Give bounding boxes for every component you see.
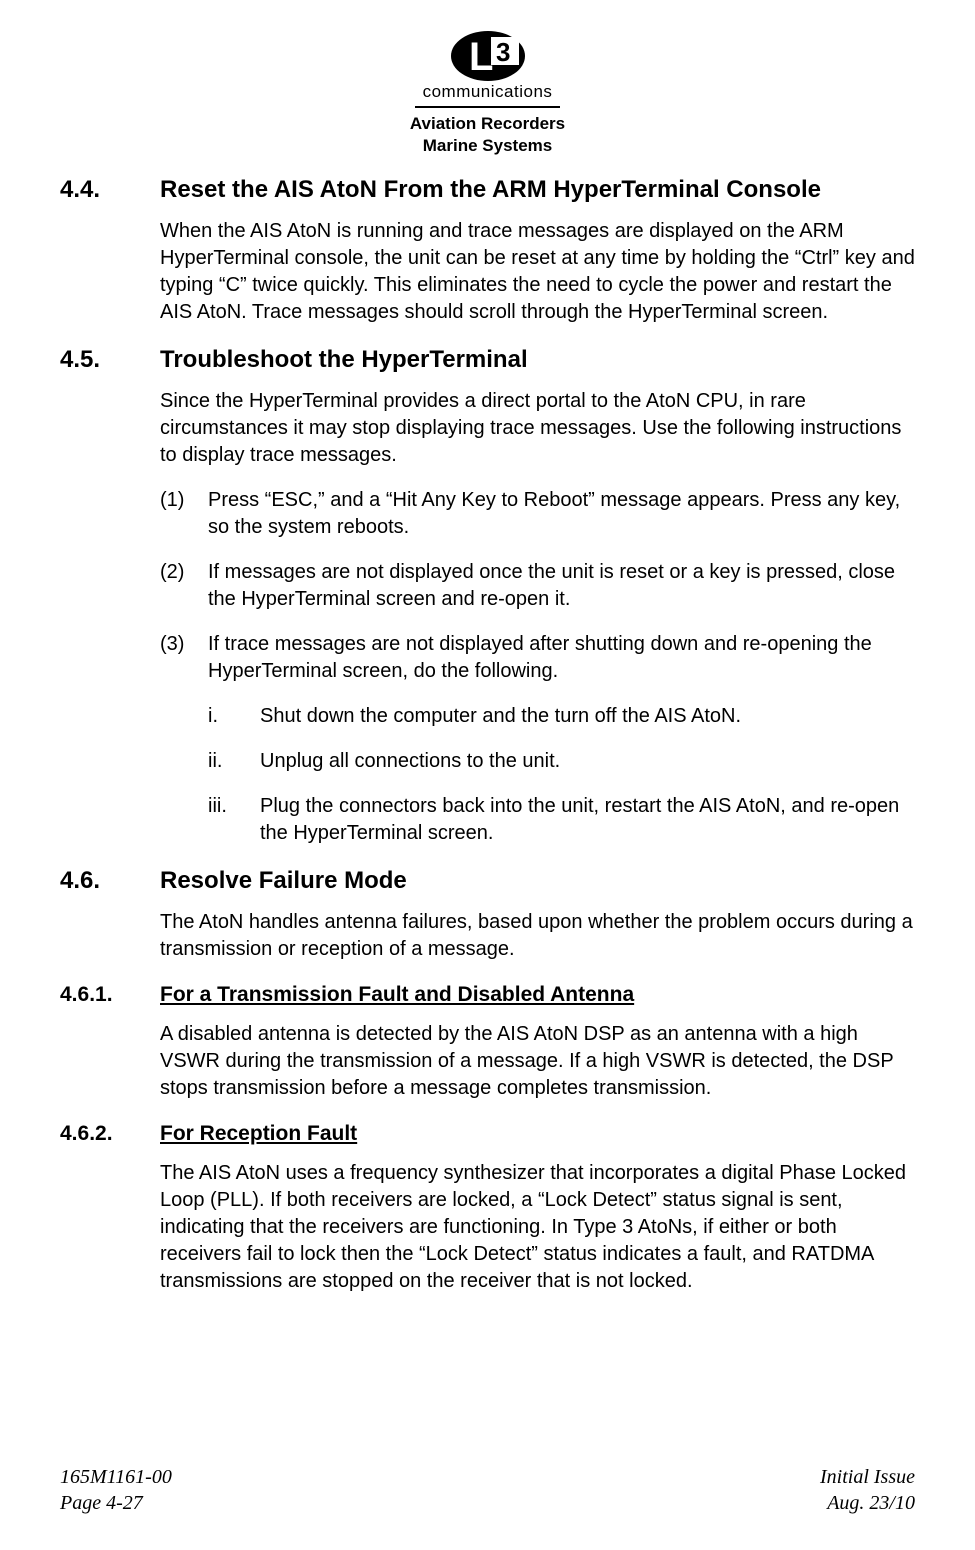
svg-text:L: L <box>469 35 493 79</box>
list-text: Press “ESC,” and a “Hit Any Key to Reboo… <box>208 487 915 541</box>
section-heading: 4.6. Resolve Failure Mode <box>60 867 915 895</box>
svg-text:3: 3 <box>496 37 510 67</box>
logo-block: L 3 communications Aviation Recorders Ma… <box>410 30 565 156</box>
list-item: (3) If trace messages are not displayed … <box>160 631 915 685</box>
list-marker: (1) <box>160 487 208 541</box>
logo-text-communications: communications <box>415 82 561 108</box>
sublist-marker: iii. <box>208 793 260 847</box>
subsection-heading: 4.6.1. For a Transmission Fault and Disa… <box>60 983 915 1007</box>
list-item: (1) Press “ESC,” and a “Hit Any Key to R… <box>160 487 915 541</box>
sublist-text: Unplug all connections to the unit. <box>260 748 915 775</box>
section-4-6-2: 4.6.2. For Reception Fault The AIS AtoN … <box>60 1122 915 1295</box>
sublist-item: ii. Unplug all connections to the unit. <box>208 748 915 775</box>
section-4-6-1: 4.6.1. For a Transmission Fault and Disa… <box>60 983 915 1102</box>
list-item: (2) If messages are not displayed once t… <box>160 559 915 613</box>
sublist-item: iii. Plug the connectors back into the u… <box>208 793 915 847</box>
page-footer: 165M1161-00 Page 4-27 Initial Issue Aug.… <box>0 1464 975 1516</box>
paragraph: A disabled antenna is detected by the AI… <box>160 1021 915 1102</box>
section-title: Resolve Failure Mode <box>160 867 407 895</box>
paragraph: The AtoN handles antenna failures, based… <box>160 909 915 963</box>
paragraph: Since the HyperTerminal provides a direc… <box>160 388 915 469</box>
doc-number: 165M1161-00 <box>60 1464 172 1490</box>
sublist-text: Shut down the computer and the turn off … <box>260 703 915 730</box>
paragraph: When the AIS AtoN is running and trace m… <box>160 218 915 326</box>
subsection-number: 4.6.2. <box>60 1122 160 1146</box>
issue-date: Aug. 23/10 <box>820 1490 915 1516</box>
section-4-5: 4.5. Troubleshoot the HyperTerminal Sinc… <box>60 346 915 847</box>
section-heading: 4.5. Troubleshoot the HyperTerminal <box>60 346 915 374</box>
page-header: L 3 communications Aviation Recorders Ma… <box>60 30 915 156</box>
section-number: 4.4. <box>60 176 160 204</box>
numbered-list: (1) Press “ESC,” and a “Hit Any Key to R… <box>160 487 915 685</box>
section-heading: 4.4. Reset the AIS AtoN From the ARM Hyp… <box>60 176 915 204</box>
header-line-1: Aviation Recorders <box>410 114 565 134</box>
section-4-4: 4.4. Reset the AIS AtoN From the ARM Hyp… <box>60 176 915 326</box>
sublist-marker: i. <box>208 703 260 730</box>
footer-right: Initial Issue Aug. 23/10 <box>820 1464 915 1516</box>
list-marker: (2) <box>160 559 208 613</box>
issue-label: Initial Issue <box>820 1464 915 1490</box>
page-number: Page 4-27 <box>60 1490 172 1516</box>
sublist-marker: ii. <box>208 748 260 775</box>
subsection-title: For Reception Fault <box>160 1122 357 1146</box>
header-line-2: Marine Systems <box>410 136 565 156</box>
section-number: 4.5. <box>60 346 160 374</box>
sublist-text: Plug the connectors back into the unit, … <box>260 793 915 847</box>
section-title: Troubleshoot the HyperTerminal <box>160 346 528 374</box>
sublist-item: i. Shut down the computer and the turn o… <box>208 703 915 730</box>
footer-left: 165M1161-00 Page 4-27 <box>60 1464 172 1516</box>
l3-logo-icon: L 3 <box>449 30 527 82</box>
subsection-title: For a Transmission Fault and Disabled An… <box>160 983 634 1007</box>
list-marker: (3) <box>160 631 208 685</box>
section-4-6: 4.6. Resolve Failure Mode The AtoN handl… <box>60 867 915 963</box>
roman-sublist: i. Shut down the computer and the turn o… <box>208 703 915 847</box>
section-number: 4.6. <box>60 867 160 895</box>
paragraph: The AIS AtoN uses a frequency synthesize… <box>160 1160 915 1295</box>
list-text: If messages are not displayed once the u… <box>208 559 915 613</box>
subsection-number: 4.6.1. <box>60 983 160 1007</box>
document-page: L 3 communications Aviation Recorders Ma… <box>0 0 975 1550</box>
list-text: If trace messages are not displayed afte… <box>208 631 915 685</box>
subsection-heading: 4.6.2. For Reception Fault <box>60 1122 915 1146</box>
section-title: Reset the AIS AtoN From the ARM HyperTer… <box>160 176 821 204</box>
